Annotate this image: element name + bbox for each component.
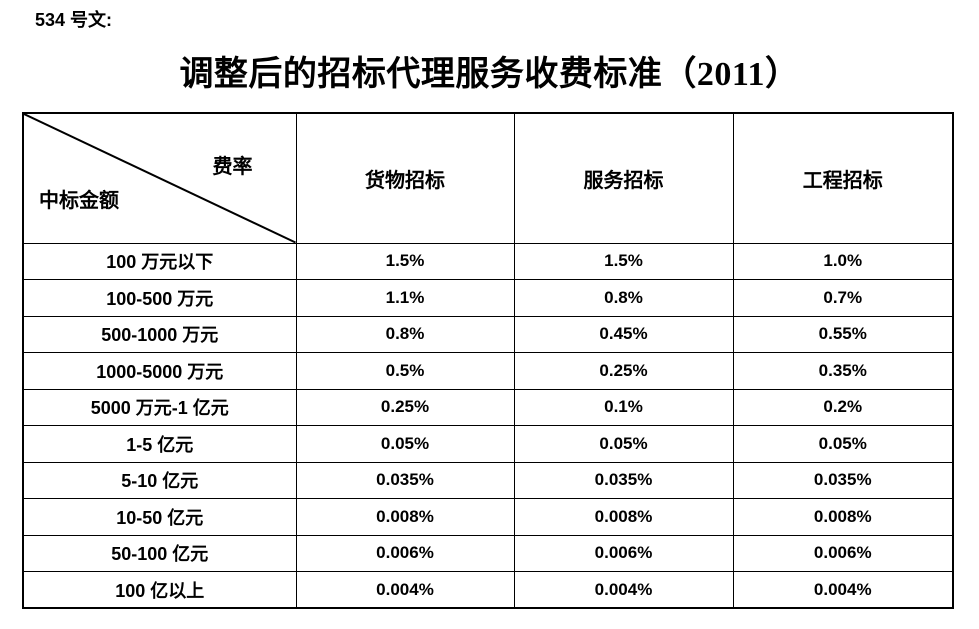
fee-table: 费率 中标金额 货物招标 服务招标 工程招标 100 万元以下 1.5% 1.5…	[22, 112, 954, 609]
table-row: 1-5 亿元 0.05% 0.05% 0.05%	[22, 425, 954, 463]
fee-cell-goods: 0.004%	[295, 571, 515, 609]
table-row: 100-500 万元 1.1% 0.8% 0.7%	[22, 279, 954, 317]
fee-cell-services: 0.25%	[513, 352, 734, 390]
column-header-services: 服务招标	[513, 112, 734, 244]
tier-label-cell: 10-50 亿元	[22, 498, 297, 536]
fee-cell-services: 0.45%	[513, 315, 734, 353]
fee-cell-engineering: 0.008%	[732, 498, 954, 536]
fee-cell-goods: 1.1%	[295, 279, 515, 317]
tier-label-cell: 1-5 亿元	[22, 425, 297, 463]
fee-cell-goods: 0.25%	[295, 388, 515, 426]
fee-cell-engineering: 0.05%	[732, 425, 954, 463]
header-row: 费率 中标金额 货物招标 服务招标 工程招标	[22, 112, 954, 244]
diagonal-divider-line	[24, 114, 296, 243]
tier-label-cell: 5000 万元-1 亿元	[22, 388, 297, 426]
table-row: 5-10 亿元 0.035% 0.035% 0.035%	[22, 461, 954, 499]
table-row: 1000-5000 万元 0.5% 0.25% 0.35%	[22, 352, 954, 390]
table-row: 100 亿以上 0.004% 0.004% 0.004%	[22, 571, 954, 609]
fee-cell-goods: 0.006%	[295, 534, 515, 572]
tier-label-cell: 1000-5000 万元	[22, 352, 297, 390]
fee-cell-services: 0.05%	[513, 425, 734, 463]
tier-label-cell: 100 亿以上	[22, 571, 297, 609]
corner-label-amount: 中标金额	[39, 189, 119, 212]
fee-cell-engineering: 0.2%	[732, 388, 954, 426]
corner-label-rate: 费率	[212, 156, 253, 178]
fee-cell-engineering: 0.35%	[732, 352, 954, 390]
fee-cell-goods: 0.5%	[295, 352, 515, 390]
table-row: 50-100 亿元 0.006% 0.006% 0.006%	[22, 534, 954, 572]
page-title: 调整后的招标代理服务收费标准（2011）	[179, 56, 800, 93]
table-row: 10-50 亿元 0.008% 0.008% 0.008%	[22, 498, 954, 536]
fee-cell-engineering: 0.004%	[732, 571, 954, 609]
fee-cell-engineering: 0.7%	[732, 279, 954, 317]
table-row: 100 万元以下 1.5% 1.5% 1.0%	[22, 242, 954, 280]
tier-label-cell: 500-1000 万元	[22, 315, 297, 353]
fee-cell-services: 0.008%	[513, 498, 734, 536]
corner-header-cell: 费率 中标金额	[22, 112, 297, 244]
fee-cell-goods: 0.05%	[295, 425, 515, 463]
fee-cell-goods: 0.035%	[295, 461, 515, 499]
fee-cell-services: 1.5%	[513, 242, 734, 280]
fee-cell-goods: 0.008%	[295, 498, 515, 536]
fee-cell-services: 0.006%	[513, 534, 734, 572]
table-row: 5000 万元-1 亿元 0.25% 0.1% 0.2%	[22, 388, 954, 426]
fee-cell-engineering: 1.0%	[732, 242, 954, 280]
fee-cell-services: 0.8%	[513, 279, 734, 317]
fee-cell-services: 0.1%	[513, 388, 734, 426]
column-header-goods: 货物招标	[295, 112, 515, 244]
fee-cell-goods: 0.8%	[295, 315, 515, 353]
tier-label-cell: 100-500 万元	[22, 279, 297, 317]
fee-cell-engineering: 0.55%	[732, 315, 954, 353]
fee-cell-services: 0.004%	[513, 571, 734, 609]
column-header-engineering: 工程招标	[732, 112, 954, 244]
tier-label-cell: 5-10 亿元	[22, 461, 297, 499]
table-row: 500-1000 万元 0.8% 0.45% 0.55%	[22, 315, 954, 353]
fee-cell-goods: 1.5%	[295, 242, 515, 280]
doc-number-label: 534 号文:	[35, 10, 113, 30]
fee-cell-services: 0.035%	[513, 461, 734, 499]
tier-label-cell: 100 万元以下	[22, 242, 297, 280]
fee-cell-engineering: 0.035%	[732, 461, 954, 499]
fee-cell-engineering: 0.006%	[732, 534, 954, 572]
tier-label-cell: 50-100 亿元	[22, 534, 297, 572]
